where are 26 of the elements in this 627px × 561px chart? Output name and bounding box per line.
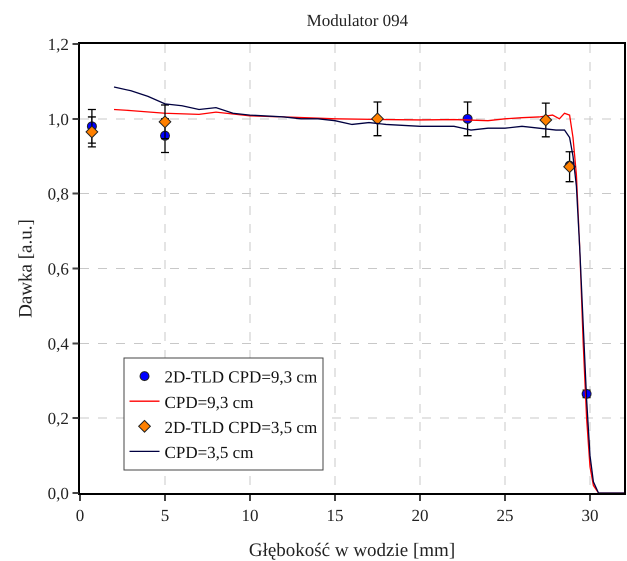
point (539, 114, 552, 126)
y-tick-label: 0,4 (48, 334, 70, 354)
legend-label: CPD=3,5 cm (164, 443, 254, 462)
x-tick-label: 10 (242, 506, 258, 526)
y-tick-label: 1,0 (48, 110, 69, 129)
y-tick-label: 0,0 (48, 484, 69, 503)
point (563, 160, 576, 174)
x-tick-label: 0 (76, 506, 84, 526)
x-axis-title: Głębokość w wodzie [mm] (248, 540, 456, 561)
x-tick-label: 20 (412, 506, 428, 526)
point (371, 112, 384, 126)
chart-title: Modulator 094 (306, 10, 409, 30)
legend-label: 2D-TLD CPD=9,3 cm (164, 368, 318, 387)
legend-label: 2D-TLD CPD=3,5 cm (164, 418, 318, 437)
point (86, 126, 98, 138)
y-tick-label: 0,8 (48, 184, 69, 204)
y-tick-label: 0,6 (48, 259, 69, 278)
y-axis-title: Dawka [a.u.] (16, 219, 36, 318)
legend-label: CPD=9,3 cm (164, 392, 254, 412)
point (158, 115, 172, 128)
x-tick-label: 30 (582, 506, 598, 526)
y-tick-label: 0,2 (48, 409, 69, 428)
y-tick-label: 1,2 (48, 34, 69, 54)
x-tick-label: 25 (496, 506, 514, 526)
x-tick-label: 5 (160, 506, 170, 526)
x-tick-label: 15 (326, 506, 344, 526)
